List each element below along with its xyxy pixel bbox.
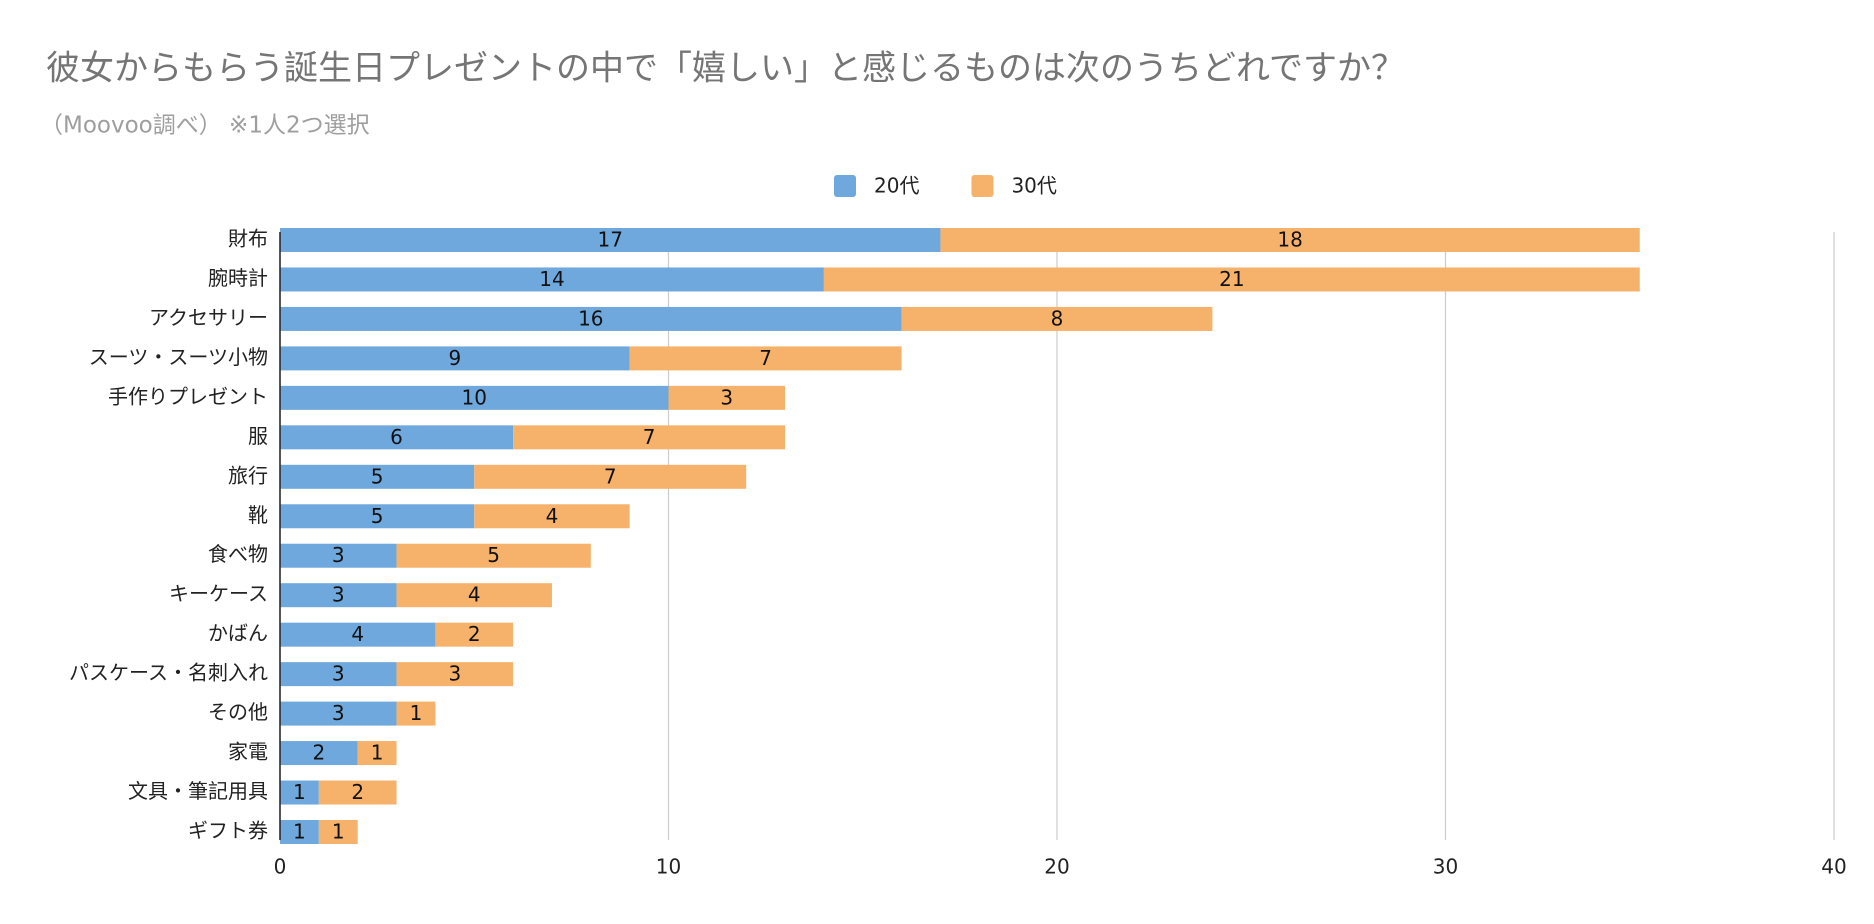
y-tick-label: 食べ物	[208, 542, 268, 566]
value-label: 1	[371, 741, 384, 765]
value-label: 2	[468, 622, 481, 646]
x-tick-label: 10	[656, 855, 681, 879]
value-label: 5	[487, 543, 500, 567]
value-label: 3	[720, 385, 733, 409]
x-tick-label: 0	[274, 855, 287, 879]
value-label: 9	[448, 346, 461, 370]
bar-segment	[396, 701, 436, 726]
bar-segment	[280, 228, 941, 252]
x-tick-label: 40	[1821, 855, 1846, 879]
value-label: 5	[371, 464, 384, 488]
bar-segment	[940, 228, 1640, 252]
bar-segment	[396, 543, 591, 568]
y-tick-label: 旅行	[228, 463, 268, 487]
value-label: 4	[546, 504, 559, 528]
chart-subtitle: （Moovoo調べ） ※1人2つ選択	[40, 113, 370, 139]
bar-segment	[280, 543, 397, 568]
bar-segment	[823, 267, 1640, 292]
bar-segment	[280, 662, 397, 687]
y-tick-label: 靴	[248, 503, 268, 527]
value-label: 10	[462, 385, 487, 409]
y-tick-label: パスケース・名刺入れ	[69, 661, 268, 685]
y-tick-label: スーツ・スーツ小物	[89, 345, 268, 369]
value-label: 1	[293, 780, 306, 804]
y-tick-label: 手作りプレゼント	[108, 384, 268, 408]
y-tick-label: かばん	[208, 621, 268, 645]
value-label: 1	[332, 820, 345, 844]
value-label: 4	[351, 622, 364, 646]
bar-segment	[280, 267, 824, 292]
value-label: 5	[371, 504, 384, 528]
value-label: 1	[410, 701, 423, 725]
value-label: 3	[332, 583, 345, 607]
value-label: 8	[1051, 306, 1064, 330]
bar-segment	[435, 622, 514, 647]
value-label: 3	[448, 662, 461, 686]
bar-segment	[280, 306, 902, 331]
bar-segment	[668, 385, 786, 410]
bar-segment	[280, 701, 397, 726]
chart-title: 彼女からもらう誕生日プレゼントの中で「嬉しい」と感じるものは次のうちどれですか？	[46, 49, 1405, 89]
value-label: 2	[312, 741, 325, 765]
y-tick-label: 財布	[228, 227, 268, 251]
bar-segment	[318, 780, 397, 805]
bar-segment	[280, 622, 436, 647]
value-label: 4	[468, 583, 481, 607]
bar-segment	[280, 385, 669, 410]
bar-segment	[280, 504, 475, 529]
bar-segment	[318, 820, 358, 844]
value-label: 14	[539, 267, 564, 291]
bar-segment	[396, 583, 552, 608]
y-tick-label: 腕時計	[208, 266, 268, 290]
bar-segment	[474, 464, 747, 489]
value-label: 7	[604, 464, 617, 488]
y-tick-label: 服	[248, 424, 268, 448]
y-tick-label: アクセサリー	[149, 305, 268, 329]
legend-label: 30代	[1011, 174, 1056, 198]
x-tick-label: 30	[1433, 855, 1458, 879]
value-label: 17	[597, 228, 622, 252]
bar-segment	[629, 346, 902, 371]
value-label: 3	[332, 701, 345, 725]
value-label: 7	[643, 425, 656, 449]
y-tick-label: その他	[208, 700, 268, 724]
value-label: 1	[293, 820, 306, 844]
bar-segment	[396, 662, 514, 687]
bar-segment	[357, 741, 397, 766]
value-label: 7	[759, 346, 772, 370]
bar-segment	[280, 583, 397, 608]
y-tick-label: 家電	[228, 740, 268, 764]
bar-segment	[513, 425, 786, 450]
bar-segment	[280, 346, 630, 371]
x-tick-label: 20	[1044, 855, 1069, 879]
bar-segment	[474, 504, 630, 529]
legend-swatch	[834, 175, 856, 197]
value-label: 3	[332, 543, 345, 567]
value-label: 21	[1219, 267, 1244, 291]
bar-segment	[280, 741, 358, 766]
value-label: 6	[390, 425, 403, 449]
value-label: 2	[351, 780, 364, 804]
legend-label: 20代	[874, 174, 919, 198]
y-tick-label: ギフト券	[188, 819, 268, 843]
bar-segment	[901, 306, 1213, 331]
y-tick-label: キーケース	[169, 582, 268, 606]
value-label: 3	[332, 662, 345, 686]
bar-segment	[280, 820, 319, 844]
value-label: 18	[1277, 228, 1302, 252]
bar-segment	[280, 425, 514, 450]
bar-segment	[280, 464, 475, 489]
value-label: 16	[578, 306, 603, 330]
bar-segment	[280, 780, 319, 805]
y-tick-label: 文具・筆記用具	[128, 779, 268, 803]
legend-swatch	[971, 175, 994, 197]
